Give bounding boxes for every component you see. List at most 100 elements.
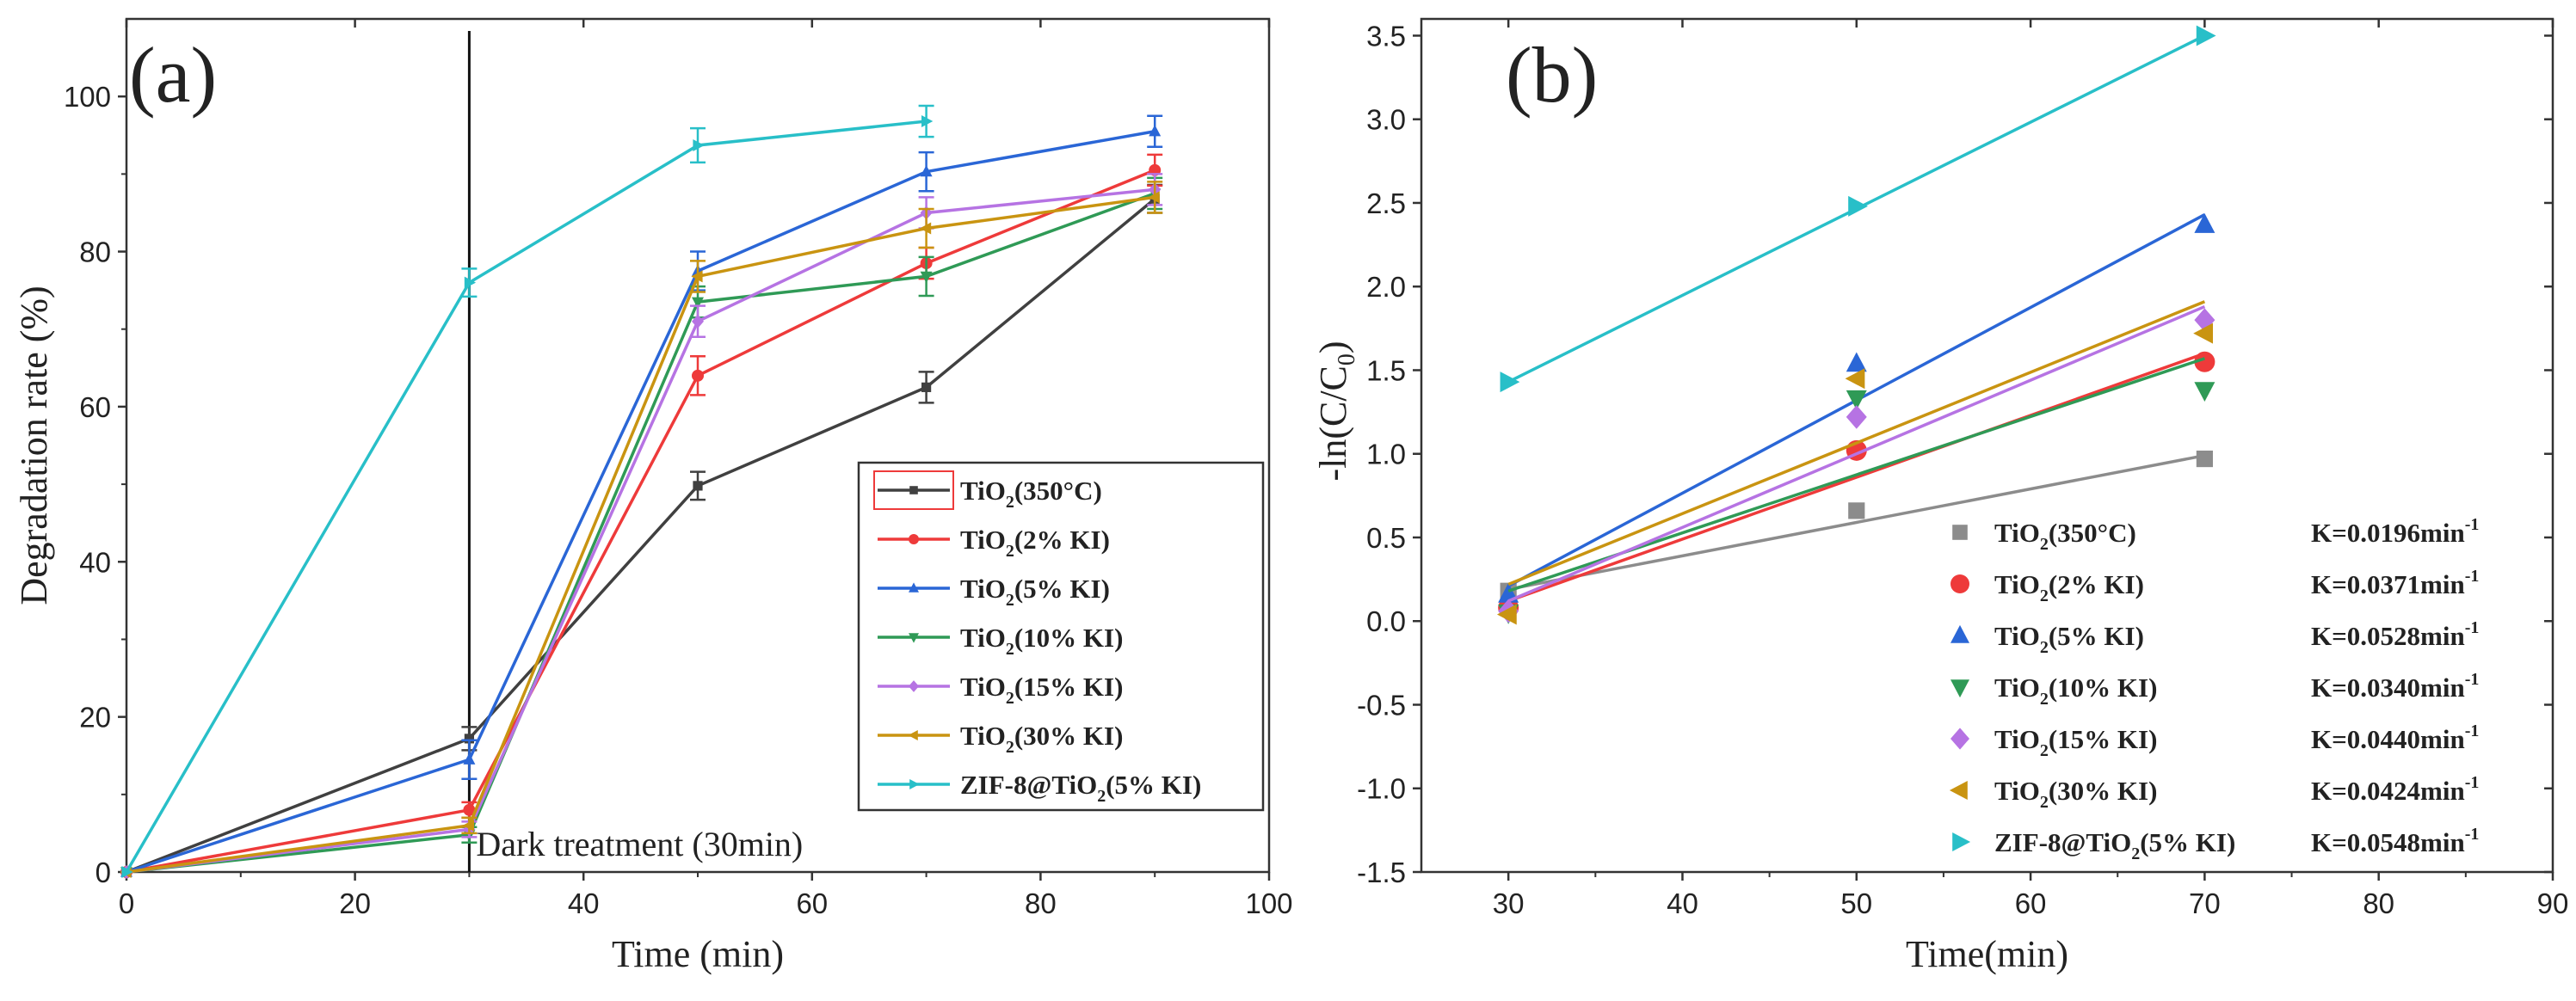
x-tick-label: 50: [1840, 887, 1872, 919]
legend-marker: [1949, 781, 1968, 800]
legend-label-rest: (10% KI): [2049, 672, 2158, 703]
x-tick-label: 90: [2537, 887, 2569, 919]
legend-label-rest: (5% KI): [2140, 827, 2235, 857]
legend-k-base: K=0.0340min: [2311, 672, 2465, 703]
data-point: [2196, 450, 2213, 468]
x-tick-label: 40: [1667, 887, 1698, 919]
data-point: [920, 271, 933, 284]
legend-label-rest: (15% KI): [1014, 672, 1124, 702]
y-tick-label: 3.5: [1366, 20, 1406, 52]
legend-label-base: TiO: [1994, 569, 2040, 599]
legend-marker: [908, 730, 918, 740]
legend-k-value: K=0.0548min-1: [2311, 825, 2479, 857]
legend-k-value: K=0.0528min-1: [2311, 618, 2479, 651]
dark-treatment-label: Dark treatment (30min): [476, 825, 803, 863]
legend-k-base: K=0.0196min: [2311, 518, 2465, 548]
panel-label: (b): [1506, 31, 1598, 119]
y-tick-label: 20: [79, 702, 111, 734]
data-point: [2194, 351, 2215, 372]
data-point: [1500, 372, 1520, 393]
data-point: [1846, 352, 1867, 372]
legend-label-base: TiO: [1994, 518, 2040, 548]
legend-label-sub: 2: [2131, 844, 2140, 863]
y-tick-label: 0: [96, 857, 111, 888]
x-tick-label: 60: [2015, 887, 2047, 919]
legend-label: TiO2(10% KI): [1994, 672, 2157, 709]
data-point: [1846, 405, 1867, 429]
legend-marker: [909, 534, 919, 544]
legend-k-sup: -1: [2465, 515, 2480, 534]
legend-label-base: TiO: [1994, 724, 2040, 754]
data-point: [463, 803, 476, 816]
legend-label-base: TiO: [1994, 672, 2040, 703]
legend-label-base: ZIF-8@TiO: [1994, 827, 2131, 857]
fit-line: [1507, 453, 2205, 591]
legend-k-sup: -1: [2465, 825, 2480, 844]
legend-label: ZIF-8@TiO2(5% KI): [960, 770, 1201, 806]
data-point: [2194, 213, 2215, 233]
data-point: [1846, 390, 1867, 410]
x-tick-label: 20: [339, 887, 371, 919]
data-point: [464, 734, 474, 744]
legend-label-sub: 2: [2040, 741, 2049, 760]
legend-label: TiO2(350°C): [1994, 518, 2136, 554]
data-point: [1848, 502, 1865, 519]
data-point: [921, 382, 932, 392]
legend-label: TiO2(15% KI): [1994, 724, 2157, 760]
panel-a: 0 20 40 60 80 100 0 20 40 60 80 100 Time (min) Degrad…: [13, 17, 1293, 975]
legend-label-rest: (10% KI): [1014, 623, 1124, 653]
legend-label-sub: 2: [2040, 690, 2049, 709]
legend-label-rest: (350°C): [2049, 518, 2136, 548]
legend-label-base: TiO: [960, 525, 1006, 555]
x-tick-label: 40: [568, 887, 600, 919]
legend-marker: [1952, 525, 1968, 540]
legend-marker: [909, 680, 919, 692]
x-axis-title: Time(min): [1906, 933, 2068, 975]
legend-label-rest: (2% KI): [2049, 569, 2144, 599]
data-point: [921, 115, 934, 128]
fit-line: [1507, 300, 2206, 586]
data-point: [2196, 25, 2216, 46]
x-tick-label: 30: [1493, 887, 1525, 919]
y-tick-label: 80: [79, 236, 111, 268]
legend-marker: [909, 486, 918, 494]
legend-label: TiO2(15% KI): [960, 672, 1123, 708]
y-tick-label: 2.0: [1366, 271, 1406, 303]
legend-label-base: TiO: [1994, 621, 2040, 651]
legend-k-base: K=0.0424min: [2311, 776, 2465, 806]
legend-label-sub: 2: [2040, 535, 2049, 554]
y-tick-label: 3.0: [1366, 104, 1406, 136]
legend-k-base: K=0.0371min: [2311, 569, 2465, 599]
x-tick-label: 60: [796, 887, 828, 919]
legend-marker: [1950, 728, 1969, 750]
data-point: [920, 164, 933, 177]
y-axis-title: Degradation rate (%): [13, 286, 55, 605]
data-point: [691, 270, 703, 283]
y-tick-label: 100: [64, 81, 111, 113]
y-axis-title-sub: 0: [1334, 353, 1360, 365]
legend-label-sub: 2: [1006, 738, 1014, 757]
fit-line: [1507, 304, 2206, 603]
legend-label-sub: 2: [2040, 638, 2049, 657]
legend-label-sub: 2: [1097, 787, 1106, 806]
legend-label-base: ZIF-8@TiO: [960, 770, 1097, 800]
legend-label-sub: 2: [1006, 640, 1014, 659]
series-b-5: [1496, 300, 2213, 625]
fit-line: [1507, 352, 2205, 603]
data-point: [693, 138, 705, 151]
legend-highlight: [873, 470, 954, 510]
legend-k-base: K=0.0440min: [2311, 724, 2465, 754]
legend-label: TiO2(350°C): [960, 476, 1102, 512]
legend-k-value: K=0.0424min-1: [2311, 773, 2479, 806]
legend-label-rest: (30% KI): [1014, 721, 1124, 751]
data-point: [121, 866, 133, 878]
legend-label-base: TiO: [960, 623, 1006, 653]
data-point: [1848, 195, 1868, 217]
legend-label-base: TiO: [1994, 776, 2040, 806]
legend-k-base: K=0.0528min: [2311, 621, 2465, 651]
legend-label-rest: (30% KI): [2049, 776, 2158, 806]
data-point: [464, 276, 477, 289]
legend-marker: [909, 582, 919, 593]
